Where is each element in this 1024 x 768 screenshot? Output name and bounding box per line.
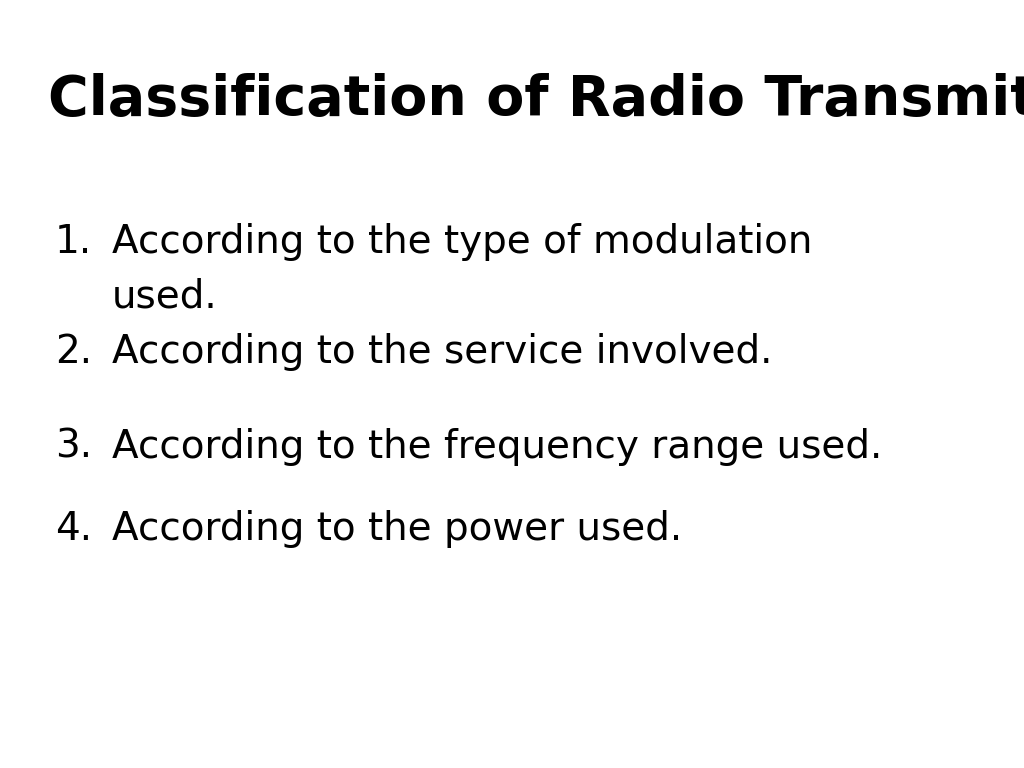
Text: 4.: 4. xyxy=(55,510,92,548)
Text: used.: used. xyxy=(112,278,218,316)
Text: 2.: 2. xyxy=(55,333,92,371)
Text: According to the type of modulation: According to the type of modulation xyxy=(112,223,812,261)
Text: 1.: 1. xyxy=(55,223,92,261)
Text: 3.: 3. xyxy=(55,428,92,466)
Text: According to the service involved.: According to the service involved. xyxy=(112,333,772,371)
Text: According to the power used.: According to the power used. xyxy=(112,510,682,548)
Text: Classification of Radio Transmitters: Classification of Radio Transmitters xyxy=(48,73,1024,127)
Text: According to the frequency range used.: According to the frequency range used. xyxy=(112,428,883,466)
